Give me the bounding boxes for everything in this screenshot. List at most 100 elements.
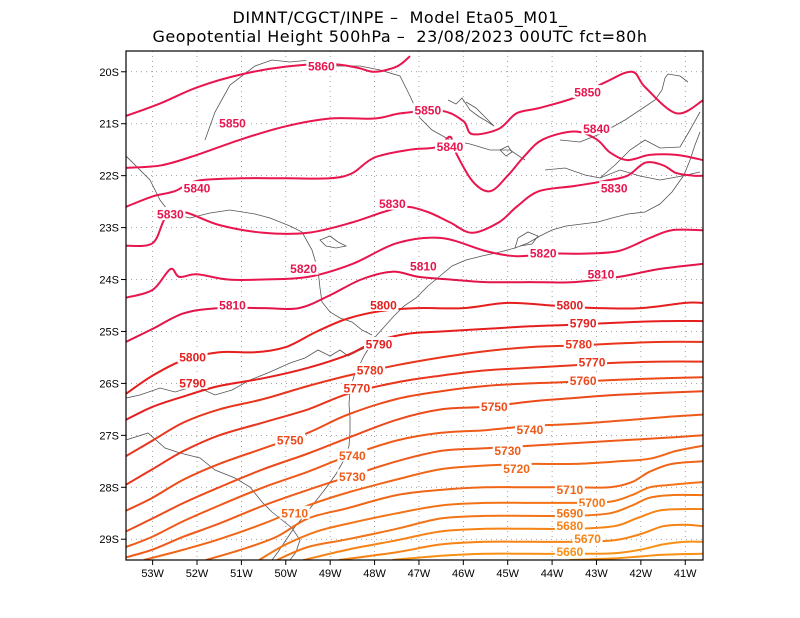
contour-label-bg <box>572 531 603 545</box>
contour-label-bg <box>341 381 372 395</box>
contour-label-bg <box>288 261 319 275</box>
contour-label-bg <box>377 196 408 210</box>
x-tick-label: 48W <box>363 568 386 580</box>
contour-label: 5770 <box>579 356 606 370</box>
contour-label: 5840 <box>437 140 464 154</box>
contour-5760 <box>126 376 703 512</box>
contour-label: 5710 <box>556 483 583 497</box>
state-border-rj <box>544 167 701 181</box>
contour-5690 <box>276 493 703 560</box>
contour-label: 5810 <box>588 267 615 281</box>
contour-label: 5710 <box>281 506 308 520</box>
contour-5720 <box>143 444 703 560</box>
contour-5650 <box>569 552 703 560</box>
contour-label: 5790 <box>366 337 393 351</box>
contour-label-bg <box>155 207 186 221</box>
contour-label-bg <box>554 482 585 496</box>
contour-label: 5820 <box>530 247 557 261</box>
contour-label: 5740 <box>339 449 366 463</box>
contour-label: 5750 <box>277 434 304 448</box>
contour-5660 <box>392 540 703 560</box>
lagoon-detail-north <box>447 97 495 127</box>
contour-label-bg <box>368 298 399 311</box>
contour-label-bg <box>585 266 616 280</box>
contour-label: 5790 <box>179 376 206 390</box>
contour-label: 5670 <box>574 532 601 546</box>
contour-5730 <box>126 434 703 559</box>
contour-label-bg <box>306 59 337 73</box>
y-tick-label: 26S <box>99 378 119 390</box>
contour-label-bg <box>279 505 310 519</box>
contour-label: 5800 <box>556 299 583 313</box>
contour-label-bg <box>412 103 443 117</box>
axis-ticks: 53W 52W 51W 50W 49W 48W 47W 46W 45W 44W 43W 42W 41W 2… <box>99 67 697 580</box>
contour-5850 <box>126 70 703 169</box>
y-tick-label: 29S <box>99 534 119 546</box>
contour-label: 5840 <box>583 122 610 136</box>
x-tick-label: 50W <box>274 568 297 580</box>
contour-label-bg <box>554 518 585 532</box>
y-tick-label: 27S <box>99 430 119 442</box>
contour-label: 5860 <box>308 60 335 74</box>
contour-label-bg <box>363 336 394 350</box>
coastline-borders <box>126 59 701 560</box>
contour-label: 5740 <box>517 423 544 437</box>
state-border-ms <box>126 155 291 227</box>
contour-label: 5820 <box>290 262 317 276</box>
contour-label-bg <box>554 505 585 519</box>
contour-label-bg <box>408 259 439 273</box>
y-tick-label: 24S <box>99 275 119 287</box>
contour-label-bg <box>177 349 208 363</box>
contour-label: 5780 <box>357 363 384 377</box>
contour-label: 5770 <box>343 382 370 396</box>
chart-title-line-2: Geopotential Height 500hPa – 23/08/2023 … <box>152 27 648 46</box>
contour-label-bg <box>337 448 368 462</box>
contour-label: 5800 <box>370 299 397 313</box>
contour-label-bg <box>581 121 612 135</box>
contour-label: 5750 <box>481 400 508 414</box>
contour-label: 5840 <box>184 182 211 196</box>
contour-label-bg <box>275 433 306 447</box>
contour-label-bg <box>337 469 368 483</box>
contour-label: 5730 <box>339 470 366 484</box>
y-tick-label: 28S <box>99 482 119 494</box>
state-border-north <box>204 59 526 161</box>
plot-frame <box>125 50 704 561</box>
coastline <box>271 131 701 560</box>
contour-label: 5690 <box>556 506 583 520</box>
contour-5810 <box>126 262 703 343</box>
x-tick-label: 51W <box>230 568 253 580</box>
x-tick-label: 47W <box>408 568 431 580</box>
contour-label-bg <box>554 544 585 558</box>
state-border-sc-rs <box>126 432 301 560</box>
reservoir-detail-2 <box>499 145 513 157</box>
x-tick-label: 53W <box>141 568 164 580</box>
contour-label-bg <box>528 246 559 260</box>
height-contours <box>126 55 703 560</box>
contour-label-bg <box>577 355 608 369</box>
contour-5680 <box>303 507 703 560</box>
contour-5710 <box>205 460 703 560</box>
state-border-sp-pr <box>289 225 373 336</box>
contour-label-bg <box>355 362 386 376</box>
contour-label: 5800 <box>179 350 206 364</box>
contour-label: 5850 <box>219 117 246 131</box>
contour-label-bg <box>568 373 599 387</box>
contour-label-bg <box>563 336 594 350</box>
x-tick-label: 52W <box>186 568 209 580</box>
y-tick-label: 22S <box>99 171 119 183</box>
contour-labels: 5860585058505850584058405840583058305830… <box>155 59 630 559</box>
x-tick-label: 49W <box>319 568 342 580</box>
contour-label-bg <box>182 181 213 195</box>
contour-label-bg <box>177 375 208 389</box>
y-tick-label: 21S <box>99 119 119 131</box>
plot-background <box>126 51 703 560</box>
y-tick-label: 20S <box>99 67 119 79</box>
contour-5740 <box>126 413 703 548</box>
contour-label: 5780 <box>565 337 592 351</box>
x-tick-label: 46W <box>452 568 475 580</box>
contour-label-bg <box>501 461 532 475</box>
x-tick-label: 42W <box>630 568 653 580</box>
contour-label: 5830 <box>601 182 628 196</box>
